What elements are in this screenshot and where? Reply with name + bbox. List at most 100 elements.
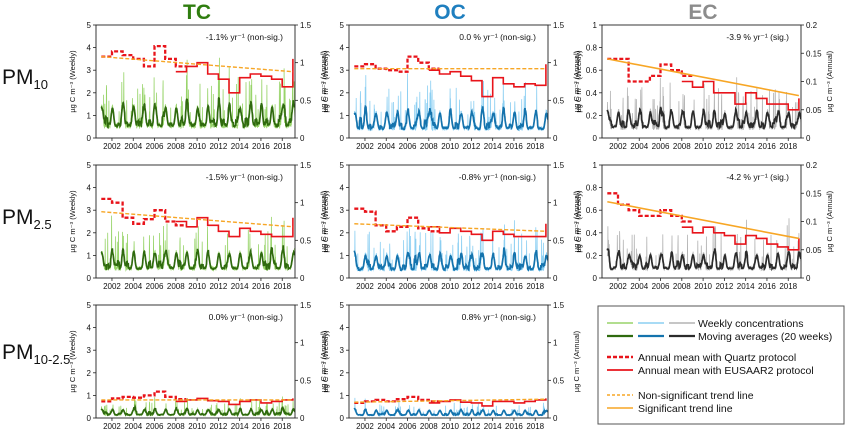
y-tick-label-right: 0 — [553, 134, 558, 143]
y-tick-label-left: 3 — [340, 66, 345, 75]
x-tick-label: 2014 — [484, 282, 502, 291]
y-axis-title-right: µg C m⁻³ (Annual) — [319, 190, 328, 252]
y-axis-title-left: µg C m⁻³ (Weekly) — [68, 50, 77, 113]
panel-pm1025-tc: 0 1 2 3 4 5 0 0.5 1 1.5 2002 2004 2006 2008 2010 2012 20… — [68, 301, 328, 431]
y-tick-label-right: 0 — [806, 134, 811, 143]
y-tick-label-left: 5 — [340, 21, 345, 30]
trend-line — [101, 211, 293, 228]
x-tick-label: 2010 — [441, 282, 459, 291]
x-tick-label: 2002 — [103, 422, 121, 431]
x-tick-label: 2014 — [231, 142, 249, 151]
panel-frame — [348, 304, 549, 419]
x-tick-label: 2018 — [779, 282, 797, 291]
x-tick-label: 2016 — [505, 142, 523, 151]
x-tick-label: 2004 — [630, 282, 648, 291]
x-tick-label: 2014 — [737, 282, 755, 291]
y-axis-title-right: µg C m⁻³ (Annual) — [319, 330, 328, 392]
panel-pm25-oc: 0 1 2 3 4 5 0 0.5 1 1.5 2002 2004 2006 2008 2010 2012 20… — [321, 161, 581, 291]
x-tick-label: 2012 — [209, 282, 227, 291]
x-tick-label: 2002 — [356, 282, 374, 291]
x-tick-label: 2016 — [252, 282, 270, 291]
x-tick-label: 2014 — [484, 142, 502, 151]
y-tick-label-left: 0.6 — [586, 206, 598, 215]
x-tick-label: 2002 — [103, 142, 121, 151]
x-tick-label: 2004 — [124, 142, 142, 151]
x-tick-label: 2016 — [252, 422, 270, 431]
panel-frame — [95, 164, 296, 279]
x-tick-label: 2004 — [377, 282, 395, 291]
panel-plot-area — [100, 197, 295, 272]
moving-average-line — [100, 96, 295, 130]
weekly-concentration-line — [353, 73, 548, 132]
moving-average-line — [606, 106, 801, 131]
y-axis-title-right: µg C m⁻³ (Annual) — [319, 50, 328, 112]
y-tick-label-left: 1 — [340, 111, 345, 120]
x-tick-label: 2012 — [209, 422, 227, 431]
x-tick-label: 2004 — [124, 422, 142, 431]
panel-pm10-tc: 0 1 2 3 4 5 0 0.5 1 1.5 2002 2004 2006 2008 2010 2012 20… — [68, 21, 328, 151]
y-tick-label-right: 0.2 — [806, 161, 818, 170]
y-tick-label-right: 1.5 — [553, 161, 565, 170]
trend-line — [354, 398, 546, 403]
column-header-oc: OC — [434, 1, 466, 24]
legend-box — [597, 305, 845, 425]
annual-mean-eusaar2-line — [175, 216, 294, 238]
x-tick-label: 2008 — [167, 142, 185, 151]
y-tick-label-right: 1 — [553, 199, 558, 208]
y-tick-label-left: 0 — [87, 274, 92, 283]
x-tick-label: 2006 — [146, 422, 164, 431]
moving-average-line — [100, 245, 295, 271]
panel-frame — [95, 304, 296, 419]
y-tick-label-left: 0 — [87, 414, 92, 423]
panel-plot-area — [100, 44, 295, 130]
y-axis-title-left: µg C m⁻³ (Weekly) — [574, 50, 583, 113]
annual-mean-quartz-line — [354, 395, 440, 405]
y-tick-label-right: 0.2 — [806, 21, 818, 30]
annual-mean-eusaar2-line — [428, 223, 547, 242]
x-tick-label: 2002 — [609, 282, 627, 291]
trend-annotation: -1.1% yr⁻¹ (non-sig.) — [206, 32, 283, 42]
trend-annotation: 0.8% yr⁻¹ (non-sig.) — [462, 312, 537, 322]
y-tick-label-left: 3 — [87, 66, 92, 75]
y-tick-label-right: 0 — [300, 134, 305, 143]
y-tick-label-left: 1 — [87, 251, 92, 260]
x-tick-label: 2014 — [737, 142, 755, 151]
y-tick-label-left: 1 — [593, 21, 598, 30]
y-tick-label-left: 2 — [340, 229, 345, 238]
y-axis-title-right: µg C m⁻³ (Annual) — [825, 190, 834, 252]
x-tick-label: 2014 — [231, 422, 249, 431]
x-tick-label: 2010 — [188, 142, 206, 151]
panel-plot-area — [606, 192, 801, 272]
y-tick-label-left: 5 — [87, 301, 92, 310]
y-tick-label-right: 1.5 — [300, 161, 312, 170]
x-tick-label: 2006 — [399, 282, 417, 291]
y-tick-label-right: 0.5 — [300, 96, 312, 105]
x-tick-label: 2010 — [694, 282, 712, 291]
y-tick-label-left: 4 — [340, 44, 345, 53]
moving-average-line — [606, 248, 801, 272]
y-axis-title-left: µg C m⁻³ (Weekly) — [321, 190, 330, 253]
y-tick-label-right: 0.05 — [806, 106, 822, 115]
y-axis-title-right: µg C m⁻³ (Annual) — [572, 190, 581, 252]
y-tick-label-left: 2 — [87, 229, 92, 238]
trend-annotation: -0.8% yr⁻¹ (non-sig.) — [459, 172, 536, 182]
y-tick-label-left: 4 — [87, 324, 92, 333]
y-tick-label-right: 0.5 — [300, 376, 312, 385]
x-tick-label: 2018 — [273, 142, 291, 151]
y-tick-label-right: 0.5 — [300, 236, 312, 245]
panel-frame — [95, 24, 296, 139]
y-tick-label-right: 1 — [300, 199, 305, 208]
y-tick-label-right: 0 — [806, 274, 811, 283]
panel-plot-area — [353, 55, 548, 132]
y-tick-label-right: 0 — [300, 274, 305, 283]
x-tick-label: 2004 — [630, 142, 648, 151]
y-tick-label-right: 1 — [553, 59, 558, 68]
legend: Weekly concentrations Moving averages (2… — [597, 305, 845, 425]
row-label-pm25: PM2.5 — [2, 206, 52, 232]
panel-pm10-ec: 0 0.2 0.4 0.6 0.8 1 0 0.05 0.1 0.15 0.2 2002 2004 200… — [574, 21, 834, 151]
x-tick-label: 2012 — [462, 142, 480, 151]
y-tick-label-left: 0 — [340, 134, 345, 143]
panel-pm10-oc: 0 1 2 3 4 5 0 0.5 1 1.5 2002 2004 2006 2008 2010 2012 20… — [321, 21, 581, 151]
y-tick-label-left: 1 — [340, 251, 345, 260]
y-axis-title-left: µg C m⁻³ (Weekly) — [574, 190, 583, 253]
